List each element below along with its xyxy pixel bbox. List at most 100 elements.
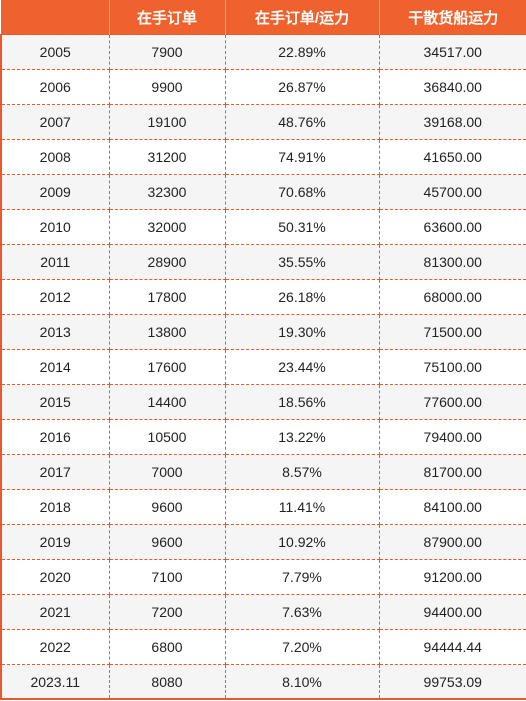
cell-bulk-capacity: 41650.00 [378, 139, 526, 175]
cell-orderbook: 28900 [108, 244, 226, 280]
table-row: 2020 7100 7.79% 91200.00 [0, 559, 526, 595]
table-row: 2008 31200 74.91% 41650.00 [0, 139, 526, 175]
table-body: 2005 7900 22.89% 34517.00 2006 9900 26.87% 3684… [0, 34, 526, 700]
cell-orderbook: 7900 [108, 34, 226, 70]
cell-bulk-capacity: 91200.00 [378, 559, 526, 595]
table-row: 2013 13800 19.30% 71500.00 [0, 314, 526, 350]
cell-year: 2023.11 [0, 664, 110, 700]
cell-bulk-capacity: 99753.09 [378, 664, 526, 700]
cell-orderbook: 6800 [108, 629, 226, 665]
cell-orderbook-ratio: 26.18% [224, 279, 380, 315]
cell-year: 2016 [0, 419, 110, 455]
cell-year: 2006 [0, 69, 110, 105]
table-row: 2021 7200 7.63% 94400.00 [0, 594, 526, 630]
cell-year: 2009 [0, 174, 110, 210]
cell-orderbook-ratio: 48.76% [224, 104, 380, 140]
table-row: 2007 19100 48.76% 39168.00 [0, 104, 526, 140]
cell-orderbook: 8080 [108, 664, 226, 700]
cell-year: 2018 [0, 489, 110, 525]
table-row: 2006 9900 26.87% 36840.00 [0, 69, 526, 105]
cell-year: 2005 [0, 34, 110, 70]
table-row: 2011 28900 35.55% 81300.00 [0, 244, 526, 280]
cell-orderbook-ratio: 50.31% [224, 209, 380, 245]
cell-orderbook-ratio: 7.63% [224, 594, 380, 630]
cell-bulk-capacity: 68000.00 [378, 279, 526, 315]
cell-orderbook: 17600 [108, 349, 226, 385]
table-row: 2019 9600 10.92% 87900.00 [0, 524, 526, 560]
cell-orderbook: 13800 [108, 314, 226, 350]
cell-orderbook-ratio: 7.79% [224, 559, 380, 595]
table-row: 2016 10500 13.22% 79400.00 [0, 419, 526, 455]
cell-year: 2012 [0, 279, 110, 315]
cell-orderbook-ratio: 74.91% [224, 139, 380, 175]
cell-orderbook: 9600 [108, 524, 226, 560]
cell-year: 2015 [0, 384, 110, 420]
cell-year: 2010 [0, 209, 110, 245]
cell-bulk-capacity: 94444.44 [378, 629, 526, 665]
cell-bulk-capacity: 63600.00 [378, 209, 526, 245]
cell-orderbook-ratio: 26.87% [224, 69, 380, 105]
cell-bulk-capacity: 71500.00 [378, 314, 526, 350]
table-row: 2012 17800 26.18% 68000.00 [0, 279, 526, 315]
header-bulk-capacity: 干散货船运力 [379, 0, 526, 35]
cell-orderbook-ratio: 10.92% [224, 524, 380, 560]
cell-orderbook-ratio: 7.20% [224, 629, 380, 665]
cell-orderbook-ratio: 70.68% [224, 174, 380, 210]
cell-bulk-capacity: 45700.00 [378, 174, 526, 210]
cell-bulk-capacity: 39168.00 [378, 104, 526, 140]
cell-orderbook: 14400 [108, 384, 226, 420]
header-orderbook: 在手订单 [109, 0, 226, 35]
cell-orderbook: 9900 [108, 69, 226, 105]
cell-orderbook: 9600 [108, 489, 226, 525]
cell-orderbook-ratio: 22.89% [224, 34, 380, 70]
cell-year: 2021 [0, 594, 110, 630]
table-header-row: 在手订单 在手订单/运力 干散货船运力 [1, 0, 526, 35]
header-year [1, 0, 110, 35]
cell-bulk-capacity: 84100.00 [378, 489, 526, 525]
header-orderbook-ratio: 在手订单/运力 [225, 0, 380, 35]
cell-orderbook: 19100 [108, 104, 226, 140]
cell-orderbook-ratio: 8.57% [224, 454, 380, 490]
cell-bulk-capacity: 81700.00 [378, 454, 526, 490]
table-row: 2015 14400 18.56% 77600.00 [0, 384, 526, 420]
cell-year: 2022 [0, 629, 110, 665]
cell-orderbook-ratio: 13.22% [224, 419, 380, 455]
cell-year: 2011 [0, 244, 110, 280]
table-row: 2010 32000 50.31% 63600.00 [0, 209, 526, 245]
cell-orderbook-ratio: 8.10% [224, 664, 380, 700]
cell-bulk-capacity: 79400.00 [378, 419, 526, 455]
cell-orderbook: 7100 [108, 559, 226, 595]
cell-year: 2014 [0, 349, 110, 385]
cell-year: 2020 [0, 559, 110, 595]
cell-orderbook: 32000 [108, 209, 226, 245]
cell-orderbook: 31200 [108, 139, 226, 175]
cell-orderbook: 10500 [108, 419, 226, 455]
cell-orderbook-ratio: 23.44% [224, 349, 380, 385]
cell-bulk-capacity: 34517.00 [378, 34, 526, 70]
cell-orderbook-ratio: 11.41% [224, 489, 380, 525]
table-row: 2018 9600 11.41% 84100.00 [0, 489, 526, 525]
cell-orderbook-ratio: 19.30% [224, 314, 380, 350]
cell-year: 2007 [0, 104, 110, 140]
cell-orderbook: 7200 [108, 594, 226, 630]
table-row: 2022 6800 7.20% 94444.44 [0, 629, 526, 665]
table-row: 2023.11 8080 8.10% 99753.09 [0, 664, 526, 700]
cell-bulk-capacity: 77600.00 [378, 384, 526, 420]
cell-orderbook: 32300 [108, 174, 226, 210]
cell-year: 2019 [0, 524, 110, 560]
cell-bulk-capacity: 94400.00 [378, 594, 526, 630]
cell-orderbook-ratio: 18.56% [224, 384, 380, 420]
table-row: 2014 17600 23.44% 75100.00 [0, 349, 526, 385]
cell-bulk-capacity: 87900.00 [378, 524, 526, 560]
cell-bulk-capacity: 75100.00 [378, 349, 526, 385]
cell-year: 2008 [0, 139, 110, 175]
table-row: 2017 7000 8.57% 81700.00 [0, 454, 526, 490]
cell-bulk-capacity: 36840.00 [378, 69, 526, 105]
cell-year: 2013 [0, 314, 110, 350]
cell-orderbook: 17800 [108, 279, 226, 315]
cell-orderbook: 7000 [108, 454, 226, 490]
table-row: 2009 32300 70.68% 45700.00 [0, 174, 526, 210]
cell-year: 2017 [0, 454, 110, 490]
